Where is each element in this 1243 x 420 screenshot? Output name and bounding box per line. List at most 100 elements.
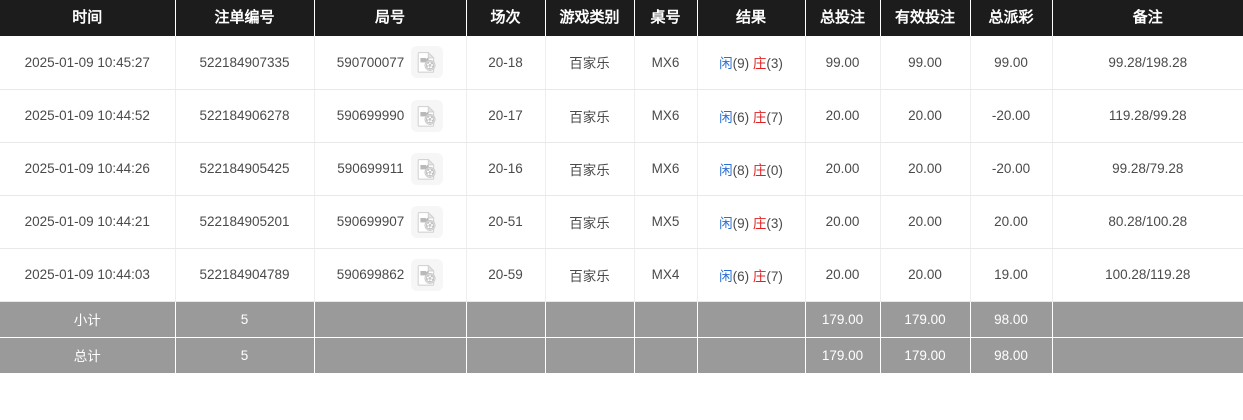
cell-remark: 99.28/198.28 [1052,36,1243,90]
column-header-round-no[interactable]: 局号 [314,0,467,36]
result-banker-label: 庄 [752,56,767,72]
cell-total-bet: 20.00 [805,195,881,249]
cell-time: 2025-01-09 10:44:21 [0,195,176,249]
cell-remark: 100.28/119.28 [1052,248,1243,302]
column-header-valid-bet[interactable]: 有效投注 [880,0,971,36]
cell-session: 20-17 [466,89,546,143]
round-no-label: 590699990 [336,108,405,123]
summary-round-no [314,337,467,373]
cell-game-type: 百家乐 [545,89,635,143]
result-banker-label: 庄 [752,215,767,231]
cell-total-bet: 20.00 [805,142,881,196]
result-player-points: (8) [732,162,753,178]
result-player-points: (9) [732,215,753,231]
summary-game-type [545,301,635,338]
cell-bet-no: 522184907335 [175,36,315,90]
summary-total-bet: 179.00 [805,301,881,338]
column-header-result[interactable]: 结果 [697,0,806,36]
cell-game-type: 百家乐 [545,36,635,90]
result-player-label: 闲 [719,56,733,72]
table-row[interactable]: 2025-01-09 10:44:26 522184905425 590699911… [0,142,1243,196]
result-player-label: 闲 [719,162,733,178]
round-no-wrapper: 590699911 [321,152,460,185]
cell-remark: 80.28/100.28 [1052,195,1243,249]
result-banker-label: 庄 [752,109,767,125]
round-no-wrapper: 590700077 [321,46,460,79]
round-no-label: 590700077 [336,54,405,70]
round-no-wrapper: 590699862 [321,258,460,291]
video-replay-icon[interactable] [411,99,444,132]
cell-total-payout: 20.00 [970,195,1053,249]
summary-label: 总计 [0,337,176,373]
cell-result: 闲(9) 庄(3) [697,195,806,249]
summary-game-type [545,337,635,373]
bet-records-table: 时间 注单编号 局号 场次 游戏类别 桌号 结果 总投注 有效投注 总派彩 备注… [0,0,1243,373]
summary-remark [1052,301,1243,338]
result-banker-label: 庄 [752,162,767,178]
column-header-session[interactable]: 场次 [466,0,546,36]
column-header-total-payout[interactable]: 总派彩 [970,0,1053,36]
column-header-remark[interactable]: 备注 [1052,0,1243,36]
summary-row: 小计 5 179.00 179.00 98.00 [0,301,1243,338]
summary-table-no [634,337,698,373]
column-header-total-bet[interactable]: 总投注 [805,0,881,36]
result-banker-label: 庄 [752,268,767,284]
round-no-wrapper: 590699907 [321,205,460,238]
result-player-label: 闲 [719,109,733,125]
cell-bet-no: 522184905201 [175,195,315,249]
cell-result: 闲(9) 庄(3) [697,36,806,90]
cell-result: 闲(6) 庄(7) [697,248,806,302]
cell-valid-bet: 20.00 [880,195,971,249]
summary-total-payout: 98.00 [970,337,1053,373]
header-row: 时间 注单编号 局号 场次 游戏类别 桌号 结果 总投注 有效投注 总派彩 备注 [0,0,1243,36]
result-player-points: (6) [732,268,753,284]
table-row[interactable]: 2025-01-09 10:44:52 522184906278 590699990… [0,89,1243,143]
cell-session: 20-59 [466,248,546,302]
table-header: 时间 注单编号 局号 场次 游戏类别 桌号 结果 总投注 有效投注 总派彩 备注 [0,0,1243,36]
cell-session: 20-18 [466,36,546,90]
cell-time: 2025-01-09 10:44:03 [0,248,176,302]
cell-total-bet: 99.00 [805,36,881,90]
cell-valid-bet: 99.00 [880,36,971,90]
cell-table-no: MX6 [634,36,698,90]
cell-valid-bet: 20.00 [880,89,971,143]
cell-table-no: MX5 [634,195,698,249]
video-replay-icon[interactable] [411,258,444,291]
cell-round-no: 590699862 [314,248,467,302]
cell-valid-bet: 20.00 [880,142,971,196]
summary-count: 5 [175,337,315,373]
video-replay-icon[interactable] [411,46,444,79]
cell-total-bet: 20.00 [805,248,881,302]
summary-total-payout: 98.00 [970,301,1053,338]
summary-round-no [314,301,467,338]
cell-remark: 119.28/99.28 [1052,89,1243,143]
summary-label: 小计 [0,301,176,338]
video-replay-icon[interactable] [410,152,443,185]
summary-session [466,301,546,338]
table-row[interactable]: 2025-01-09 10:44:21 522184905201 590699907… [0,195,1243,249]
cell-table-no: MX6 [634,142,698,196]
column-header-game-type[interactable]: 游戏类别 [545,0,635,36]
column-header-bet-no[interactable]: 注单编号 [175,0,315,36]
round-no-label: 590699907 [336,214,405,229]
column-header-table-no[interactable]: 桌号 [634,0,698,36]
summary-session [466,337,546,373]
cell-total-payout: 99.00 [970,36,1053,90]
result-player-label: 闲 [719,215,733,231]
cell-session: 20-51 [466,195,546,249]
cell-session: 20-16 [466,142,546,196]
video-replay-icon[interactable] [411,205,444,238]
result-banker-points: (7) [766,268,783,284]
cell-game-type: 百家乐 [545,142,635,196]
cell-round-no: 590699911 [314,142,467,196]
result-banker-points: (3) [766,56,783,72]
summary-table-no [634,301,698,338]
result-banker-points: (0) [766,162,783,178]
table-row[interactable]: 2025-01-09 10:45:27 522184907335 590700077… [0,36,1243,90]
table-row[interactable]: 2025-01-09 10:44:03 522184904789 590699862… [0,248,1243,302]
column-header-time[interactable]: 时间 [0,0,176,36]
summary-count: 5 [175,301,315,338]
cell-total-bet: 20.00 [805,89,881,143]
cell-table-no: MX6 [634,89,698,143]
summary-valid-bet: 179.00 [880,337,971,373]
